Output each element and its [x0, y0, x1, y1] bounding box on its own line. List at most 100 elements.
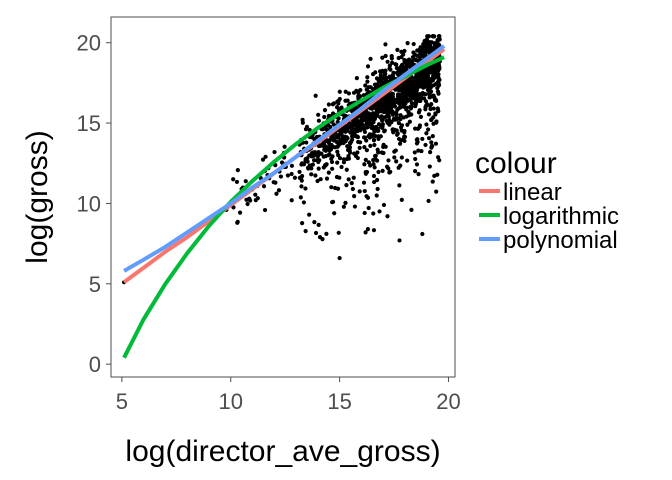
- scatter-point: [380, 68, 385, 73]
- scatter-point: [335, 186, 341, 191]
- scatter-point: [274, 191, 279, 196]
- scatter-point: [363, 170, 368, 175]
- scatter-point: [326, 153, 331, 158]
- scatter-point: [299, 184, 304, 189]
- y-tick-label: 5: [89, 272, 101, 297]
- scatter-point: [385, 94, 391, 100]
- scatter-point: [352, 194, 357, 199]
- scatter-point: [365, 64, 371, 69]
- scatter-point: [430, 179, 435, 184]
- scatter-point: [416, 110, 422, 115]
- scatter-point: [313, 230, 319, 236]
- series-line-polynomial: [123, 44, 446, 273]
- scatter-point: [306, 165, 311, 170]
- scatter-point: [298, 195, 303, 200]
- scatter-point: [346, 177, 351, 182]
- scatter-point: [436, 72, 441, 77]
- scatter-point: [375, 186, 380, 192]
- scatter-point: [401, 81, 406, 87]
- scatter-point: [363, 230, 368, 235]
- scatter-point: [312, 158, 317, 163]
- scatter-point: [390, 73, 395, 79]
- scatter-point: [399, 123, 405, 128]
- scatter-point: [412, 52, 417, 57]
- scatter-point: [411, 85, 416, 90]
- scatter-point: [394, 97, 399, 103]
- scatter-point: [371, 158, 376, 163]
- scatter-point: [373, 124, 379, 130]
- scatter-point: [383, 115, 388, 120]
- scatter-point: [355, 119, 360, 124]
- scatter-point: [431, 121, 436, 126]
- fit-lines: [122, 44, 446, 359]
- scatter-point: [400, 95, 406, 100]
- scatter-point: [373, 153, 378, 158]
- scatter-point: [332, 211, 337, 216]
- scatter-point: [301, 200, 307, 205]
- scatter-point: [372, 128, 377, 134]
- scatter-point: [341, 140, 346, 146]
- scatter-point: [336, 230, 341, 235]
- scatter-point: [344, 127, 349, 133]
- scatter-point: [382, 101, 387, 106]
- scatter-point: [330, 154, 335, 159]
- scatter-point: [337, 89, 342, 94]
- scatter-point: [406, 113, 412, 118]
- scatter-point: [431, 106, 436, 111]
- scatter-point: [353, 153, 358, 159]
- scatter-point: [396, 165, 401, 170]
- scatter-point: [364, 194, 369, 199]
- scatter-point: [279, 160, 285, 165]
- scatter-point: [418, 51, 423, 56]
- scatter-point: [351, 175, 356, 180]
- scatter-point: [426, 112, 432, 117]
- scatter-point: [402, 57, 407, 63]
- scatter-point: [433, 111, 438, 116]
- scatter-point: [309, 172, 314, 177]
- scatter-point: [368, 143, 373, 148]
- scatter-point: [369, 112, 374, 118]
- scatter-point: [363, 109, 368, 115]
- scatter-point: [289, 171, 294, 177]
- scatter-point: [341, 204, 346, 209]
- scatter-point: [387, 170, 392, 175]
- scatter-point: [426, 136, 432, 141]
- scatter-point: [397, 88, 402, 93]
- scatter-point: [398, 117, 403, 122]
- scatter-point: [422, 76, 427, 81]
- scatter-point: [413, 104, 418, 109]
- y-axis: 0 5 10 15 20: [77, 31, 111, 377]
- scatter-point: [429, 117, 434, 122]
- scatter-point: [385, 120, 390, 125]
- scatter-point: [373, 103, 378, 108]
- scatter-point: [282, 144, 287, 149]
- x-axis-title: log(director_ave_gross): [125, 435, 440, 468]
- x-tick-label: 20: [436, 389, 460, 414]
- scatter-point: [335, 144, 340, 149]
- scatter-point: [343, 200, 348, 205]
- scatter-point: [428, 150, 433, 155]
- scatter-point: [420, 136, 425, 142]
- scatter-point: [392, 149, 397, 154]
- scatter-point: [394, 128, 399, 133]
- scatter-point: [426, 198, 431, 204]
- scatter-point: [316, 166, 321, 171]
- scatter-point: [386, 166, 391, 171]
- scatter-point: [379, 150, 384, 155]
- scatter-point: [390, 60, 395, 65]
- scatter-point: [374, 193, 379, 198]
- scatter-point: [330, 200, 335, 205]
- scatter-point: [390, 127, 395, 132]
- scatter-point: [354, 76, 359, 81]
- scatter-point: [371, 173, 377, 179]
- scatter-point: [260, 157, 266, 162]
- scatter-point: [312, 220, 317, 225]
- scatter-point: [362, 188, 367, 194]
- scatter-point: [385, 111, 390, 116]
- scatter-point: [357, 145, 362, 150]
- scatter-point: [330, 102, 335, 107]
- scatter-point: [339, 164, 344, 170]
- scatter-point: [387, 100, 392, 105]
- scatter-point: [365, 227, 371, 232]
- y-tick-label: 15: [77, 111, 101, 136]
